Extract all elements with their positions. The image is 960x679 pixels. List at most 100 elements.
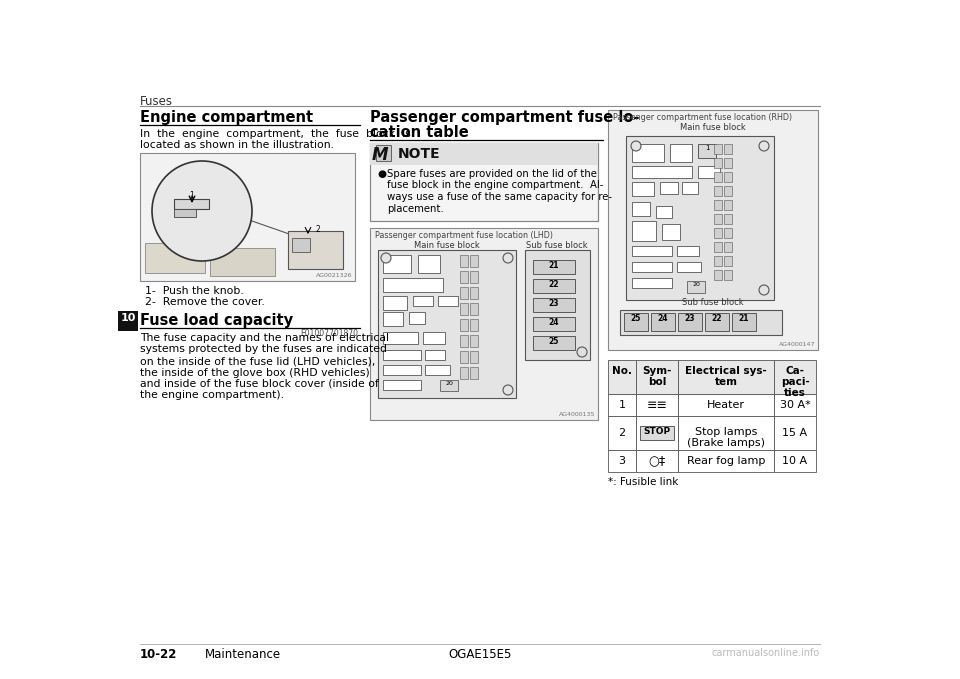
Text: fuse block in the engine compartment.  Al-: fuse block in the engine compartment. Al… (387, 181, 604, 191)
Bar (425, 350, 445, 360)
Bar (698, 166, 720, 178)
Bar (724, 228, 732, 238)
Bar (687, 281, 705, 293)
Bar (383, 296, 407, 310)
Bar (174, 199, 209, 209)
Text: AG0021326: AG0021326 (316, 273, 352, 278)
Text: Stop lamps: Stop lamps (695, 427, 757, 437)
Bar (636, 360, 678, 394)
Text: Heater: Heater (707, 400, 745, 410)
Circle shape (503, 385, 513, 395)
Bar (423, 332, 445, 344)
Bar (656, 206, 672, 218)
Bar (383, 255, 411, 273)
Circle shape (152, 161, 252, 261)
Circle shape (577, 347, 587, 357)
Bar (288, 231, 343, 269)
Bar (533, 317, 575, 331)
Bar (724, 186, 732, 196)
Circle shape (381, 253, 391, 263)
Text: 25: 25 (549, 337, 559, 346)
Bar (292, 238, 310, 252)
Bar (714, 228, 722, 238)
Bar (651, 313, 675, 331)
Text: 22: 22 (549, 280, 560, 289)
Bar (418, 255, 440, 273)
Text: 10-22: 10-22 (140, 648, 178, 661)
Bar (677, 246, 699, 256)
Text: OGAE15E5: OGAE15E5 (448, 648, 512, 661)
Bar (608, 394, 636, 416)
Bar (714, 270, 722, 280)
Bar (714, 186, 722, 196)
Bar (660, 182, 678, 194)
Bar (525, 250, 590, 360)
Text: 24: 24 (549, 318, 560, 327)
Bar (533, 260, 575, 274)
Bar (460, 303, 468, 315)
Text: No.: No. (612, 366, 632, 376)
Bar (460, 367, 468, 379)
Text: bol: bol (648, 377, 666, 387)
Bar (533, 279, 575, 293)
Text: ways use a fuse of the same capacity for re-: ways use a fuse of the same capacity for… (387, 192, 612, 202)
Bar (383, 380, 421, 390)
Text: Ca-: Ca- (785, 366, 804, 376)
FancyBboxPatch shape (376, 145, 392, 162)
Text: Main fuse block: Main fuse block (680, 123, 746, 132)
Bar (636, 416, 678, 450)
Bar (632, 144, 664, 162)
Text: 23: 23 (549, 299, 560, 308)
Bar (370, 143, 598, 165)
Bar (470, 367, 478, 379)
Bar (409, 312, 425, 324)
Text: Rear fog lamp: Rear fog lamp (686, 456, 765, 466)
Bar (678, 450, 774, 472)
Text: ties: ties (784, 388, 806, 398)
Bar (470, 271, 478, 283)
Bar (425, 365, 450, 375)
Bar (662, 224, 680, 240)
Bar (705, 313, 729, 331)
Text: (Brake lamps): (Brake lamps) (687, 438, 765, 448)
Bar (383, 312, 403, 326)
Text: 2-  Remove the cover.: 2- Remove the cover. (145, 297, 265, 307)
Bar (460, 335, 468, 347)
Bar (678, 313, 702, 331)
Bar (636, 450, 678, 472)
Text: AG4000135: AG4000135 (559, 412, 595, 417)
Text: Sub fuse block: Sub fuse block (526, 241, 588, 250)
Text: 1: 1 (705, 145, 709, 151)
Bar (624, 313, 648, 331)
Bar (632, 202, 650, 216)
Text: Maintenance: Maintenance (205, 648, 281, 661)
Text: 2: 2 (315, 225, 320, 234)
Bar (714, 242, 722, 252)
Text: 23: 23 (684, 314, 695, 323)
Bar (383, 278, 443, 292)
Text: The fuse capacity and the names of electrical: The fuse capacity and the names of elect… (140, 333, 389, 343)
Bar (608, 110, 818, 350)
Bar (470, 255, 478, 267)
Bar (714, 144, 722, 154)
Bar (370, 228, 598, 420)
Text: 20: 20 (445, 381, 453, 386)
Bar (774, 450, 816, 472)
Text: 21: 21 (739, 314, 749, 323)
Circle shape (759, 285, 769, 295)
Text: Main fuse block: Main fuse block (414, 241, 480, 250)
Bar (470, 303, 478, 315)
Bar (714, 256, 722, 266)
Text: 10: 10 (120, 313, 135, 323)
Text: paci-: paci- (780, 377, 809, 387)
Bar (774, 416, 816, 450)
Text: Passenger compartment fuse location (RHD): Passenger compartment fuse location (RHD… (613, 113, 792, 122)
Text: 21: 21 (549, 261, 560, 270)
Bar (678, 360, 774, 394)
Bar (632, 221, 656, 241)
Bar (724, 256, 732, 266)
Bar (724, 214, 732, 224)
Text: M: M (372, 145, 388, 164)
Bar (533, 336, 575, 350)
Bar (470, 287, 478, 299)
